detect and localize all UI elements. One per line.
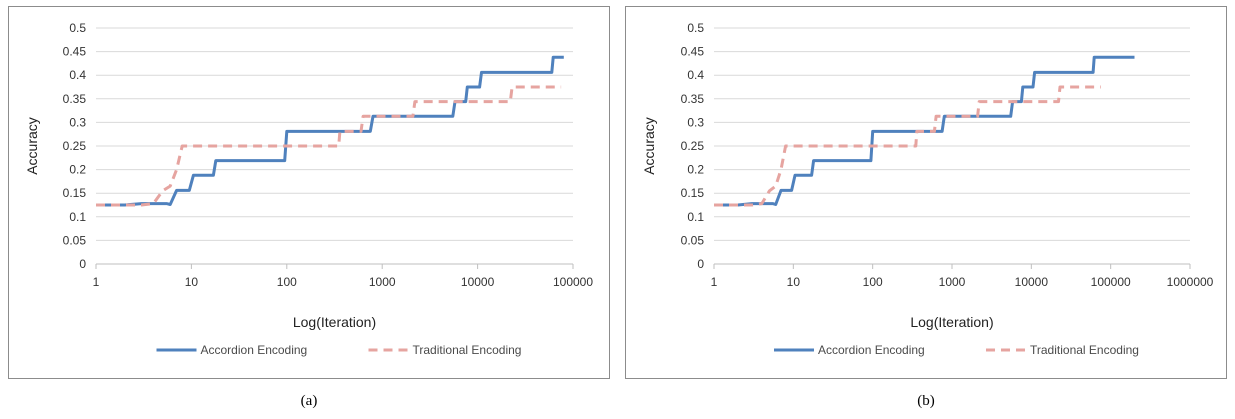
y-axis-title: Accuracy bbox=[641, 117, 657, 175]
x-tick-label: 1 bbox=[93, 275, 100, 289]
y-tick-label: 0.45 bbox=[681, 45, 705, 59]
y-tick-label: 0.25 bbox=[63, 139, 87, 153]
caption-a: (a) bbox=[300, 393, 318, 409]
y-tick-label: 0.2 bbox=[69, 163, 86, 177]
y-tick-label: 0.4 bbox=[69, 68, 86, 82]
chart-a-svg: 0 0.05 0.1 0.15 0.2 0.25 0.3 0.35 0.4 0.45 0.5 1 10 1… bbox=[24, 21, 593, 357]
x-tick-label: 10000 bbox=[1015, 275, 1049, 289]
y-tick-label: 0.05 bbox=[63, 233, 87, 247]
x-tick-label: 1 bbox=[711, 275, 718, 289]
series-line-0 bbox=[714, 55, 1135, 207]
y-tick-label: 0 bbox=[697, 257, 704, 271]
x-tick-label: 100 bbox=[863, 275, 883, 289]
y-tick-label: 0.5 bbox=[687, 21, 704, 35]
x-tick-label: 100000 bbox=[1091, 275, 1131, 289]
x-axis-title: Log(Iteration) bbox=[293, 314, 376, 330]
legend-label-0: Accordion Encoding bbox=[818, 343, 925, 357]
x-tick-label: 1000 bbox=[369, 275, 396, 289]
y-tick-label: 0.35 bbox=[681, 92, 705, 106]
y-tick-label: 0.25 bbox=[681, 139, 705, 153]
legend-label-1: Traditional Encoding bbox=[1030, 343, 1139, 357]
chart-b-svg: 0 0.05 0.1 0.15 0.2 0.25 0.3 0.35 0.4 0.45 0.5 1 10 1… bbox=[641, 21, 1214, 357]
y-tick-label: 0.3 bbox=[687, 115, 704, 129]
y-tick-label: 0.3 bbox=[69, 115, 86, 129]
y-tick-label: 0.15 bbox=[681, 186, 705, 200]
x-tick-label: 1000000 bbox=[1167, 275, 1214, 289]
caption-b: (b) bbox=[917, 393, 935, 409]
x-tick-label: 10 bbox=[787, 275, 801, 289]
y-tick-label: 0.45 bbox=[63, 45, 87, 59]
legend-label-1: Traditional Encoding bbox=[413, 343, 522, 357]
x-tick-label: 100000 bbox=[553, 275, 593, 289]
y-tick-label: 0 bbox=[79, 257, 86, 271]
y-axis-title: Accuracy bbox=[24, 117, 40, 175]
y-tick-label: 0.1 bbox=[69, 210, 86, 224]
y-tick-label: 0.05 bbox=[681, 233, 705, 247]
chart-panel-b: 0 0.05 0.1 0.15 0.2 0.25 0.3 0.35 0.4 0.45 0.5 1 10 1… bbox=[625, 6, 1227, 379]
y-tick-label: 0.5 bbox=[69, 21, 86, 35]
x-tick-label: 1000 bbox=[939, 275, 966, 289]
x-tick-label: 10 bbox=[185, 275, 199, 289]
y-tick-label: 0.1 bbox=[687, 210, 704, 224]
y-tick-label: 0.2 bbox=[687, 163, 704, 177]
y-tick-label: 0.35 bbox=[63, 92, 87, 106]
x-axis-title: Log(Iteration) bbox=[910, 314, 993, 330]
y-tick-label: 0.4 bbox=[687, 68, 704, 82]
y-tick-label: 0.15 bbox=[63, 186, 87, 200]
x-tick-label: 100 bbox=[277, 275, 297, 289]
series-line-1 bbox=[96, 85, 562, 207]
x-tick-label: 10000 bbox=[461, 275, 495, 289]
series-line-0 bbox=[96, 55, 564, 207]
chart-panel-a: 0 0.05 0.1 0.15 0.2 0.25 0.3 0.35 0.4 0.45 0.5 1 10 1… bbox=[8, 6, 610, 379]
legend-label-0: Accordion Encoding bbox=[201, 343, 308, 357]
